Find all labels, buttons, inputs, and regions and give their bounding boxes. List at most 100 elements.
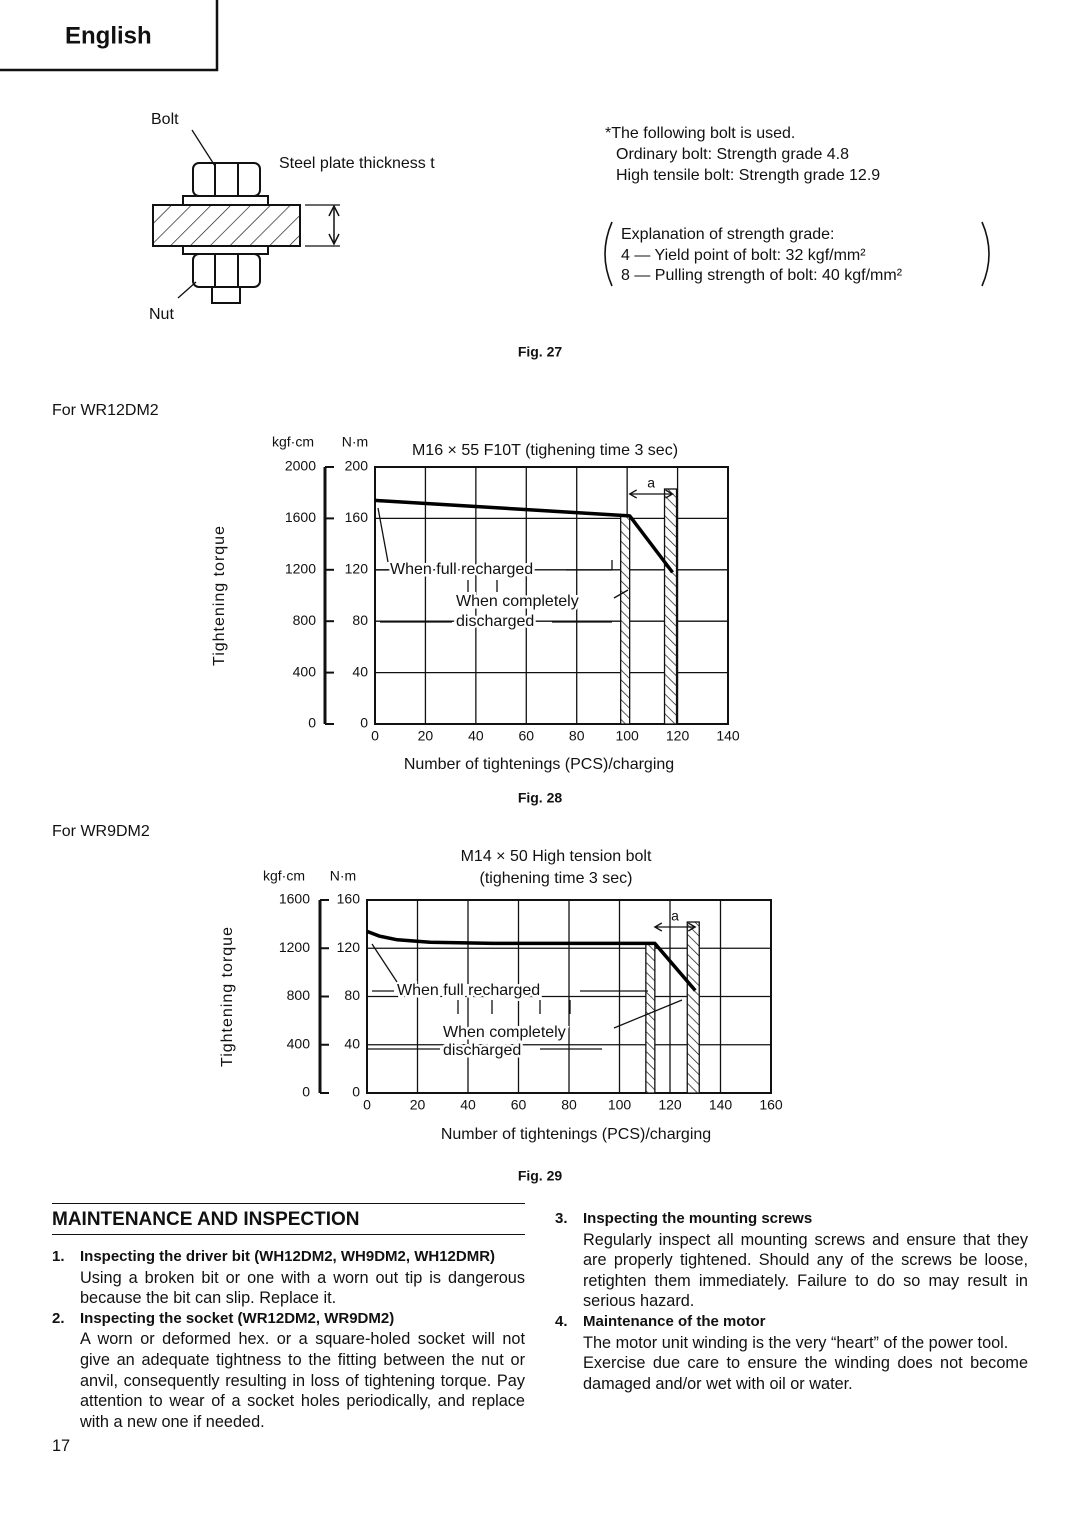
- annotation: a: [671, 908, 679, 924]
- subtitle: For WR9DM2: [52, 823, 150, 840]
- y2-tick-label: 0: [302, 1084, 310, 1100]
- x-tick-label: 40: [468, 728, 484, 744]
- item-body: Using a broken bit or one with a worn ou…: [80, 1268, 525, 1308]
- item-number: 1.: [52, 1248, 65, 1265]
- y-tick-label: 80: [344, 987, 360, 1003]
- y2-tick-label: 800: [287, 987, 311, 1003]
- x-tick-label: 60: [518, 728, 534, 744]
- dimension: [628, 489, 674, 499]
- y2-tick-label: 1200: [279, 939, 310, 955]
- page-number: 17: [52, 1437, 71, 1456]
- chart-title: M16 × 55 F10T (tighening time 3 sec): [412, 442, 678, 459]
- x-axis-label: Number of tightenings (PCS)/charging: [404, 756, 674, 773]
- chart-title: M14 × 50 High tension bolt: [461, 848, 652, 865]
- chart-title: (tighening time 3 sec): [480, 870, 633, 887]
- annotation: a: [647, 475, 655, 491]
- y-tick-label: 80: [352, 612, 368, 628]
- left-column: MAINTENANCE AND INSPECTION 1. Inspecting …: [52, 1203, 525, 1457]
- item: 4. Maintenance of the motor The motor uni…: [555, 1312, 1028, 1394]
- y-tick-label: 40: [344, 1035, 360, 1051]
- y-tick-label: 120: [337, 939, 361, 955]
- bolt-label: Bolt: [151, 111, 179, 128]
- y2-tick-label: 800: [293, 612, 317, 628]
- x-tick-label: 80: [561, 1097, 577, 1113]
- x-axis-label: Number of tightenings (PCS)/charging: [441, 1126, 711, 1143]
- x-tick-label: 20: [410, 1097, 426, 1113]
- x-tick-label: 20: [418, 728, 434, 744]
- annotation: When full recharged: [397, 982, 540, 999]
- x-tick-label: 120: [666, 728, 690, 744]
- explanation: 8 — Pulling strength of bolt: 40 kgf/mm²: [621, 267, 903, 284]
- item-heading: 1. Inspecting the driver bit (WH12DM2, WH…: [52, 1247, 525, 1268]
- x-tick-label: 120: [658, 1097, 682, 1113]
- item-title: Maintenance of the motor: [583, 1312, 766, 1330]
- y2-tick-label: 400: [293, 663, 317, 679]
- caption: Fig. 28: [518, 790, 563, 806]
- item-number: 4.: [555, 1312, 568, 1330]
- item-title: Inspecting the driver bit (WH12DM2, WH9D…: [80, 1248, 496, 1265]
- y2-tick-label: 2000: [285, 458, 316, 474]
- y2-unit: kgf·cm: [272, 434, 314, 450]
- x-tick-label: 160: [759, 1097, 783, 1113]
- header-tab: [0, 0, 219, 72]
- item-body: Exercise due care to ensure the winding …: [583, 1354, 1028, 1393]
- leader-lines: [375, 507, 629, 623]
- y2-tick-label: 1600: [285, 509, 316, 525]
- x-tick-label: 80: [569, 728, 585, 744]
- item: 3. Inspecting the mounting screws Regular…: [555, 1209, 1028, 1312]
- y-tick-label: 160: [345, 509, 369, 525]
- item-number: 3.: [555, 1210, 568, 1227]
- y2-unit: kgf·cm: [263, 868, 305, 884]
- y-tick-label: 0: [352, 1084, 360, 1100]
- y-tick-label: 40: [352, 663, 368, 679]
- annotation: discharged: [443, 1042, 521, 1059]
- item-heading: 4. Maintenance of the motor: [555, 1312, 1028, 1333]
- x-tick-label: 60: [511, 1097, 527, 1113]
- y2-tick-label: 1200: [285, 561, 316, 577]
- x-tick-label: 140: [709, 1097, 733, 1113]
- hatch-band: [686, 921, 700, 1094]
- item-body: The motor unit winding is the very “hear…: [583, 1333, 1009, 1352]
- note: Ordinary bolt: Strength grade 4.8: [616, 146, 849, 163]
- y2-tick-label: 1600: [279, 891, 310, 907]
- item-number: 2.: [52, 1309, 65, 1327]
- annotation: When full recharged: [390, 561, 533, 578]
- annotation: discharged: [456, 613, 534, 630]
- y-tick-label: 120: [345, 561, 369, 577]
- hatch-band: [620, 515, 631, 725]
- note: High tensile bolt: Strength grade 12.9: [616, 167, 880, 184]
- note: *The following bolt is used.: [605, 125, 795, 142]
- item-title: Inspecting the socket (WR12DM2, WR9DM2): [80, 1309, 395, 1327]
- plot-frame: [366, 899, 772, 1094]
- y-axis-label: Tightening torque: [219, 926, 236, 1067]
- torque-curve: [374, 498, 674, 574]
- language: English: [65, 22, 152, 49]
- dimension: [653, 922, 697, 932]
- y-unit: N·m: [330, 868, 356, 884]
- y-tick-label: 200: [345, 458, 369, 474]
- x-tick-label: 140: [716, 728, 740, 744]
- plot-frame: [374, 466, 729, 725]
- caption: Fig. 27: [518, 344, 563, 360]
- explanation: 4 — Yield point of bolt: 32 kgf/mm²: [621, 247, 866, 264]
- section-heading-box: MAINTENANCE AND INSPECTION: [52, 1203, 525, 1235]
- y-axis-label: Tightening torque: [211, 525, 228, 666]
- x-tick-label: 0: [371, 728, 379, 744]
- item-body: Regularly inspect all mounting screws an…: [583, 1230, 1028, 1311]
- plate-label: Steel plate thickness t: [279, 155, 435, 172]
- item-body: A worn or deformed hex. or a square-hole…: [80, 1330, 525, 1431]
- section-title: MAINTENANCE AND INSPECTION: [52, 1209, 360, 1230]
- hatch-band: [663, 488, 678, 725]
- parentheses: [604, 221, 990, 287]
- y-tick-label: 160: [337, 891, 361, 907]
- item-heading: 3. Inspecting the mounting screws: [555, 1209, 1028, 1230]
- x-tick-label: 40: [460, 1097, 476, 1113]
- torque-curve: [366, 929, 697, 992]
- caption: Fig. 29: [518, 1168, 563, 1184]
- annotation: When completely: [456, 593, 579, 610]
- x-tick-label: 0: [363, 1097, 371, 1113]
- item: 2. Inspecting the socket (WR12DM2, WR9DM2…: [52, 1309, 525, 1433]
- leader-lines: [367, 943, 683, 1050]
- y2-tick-label: 400: [287, 1035, 311, 1051]
